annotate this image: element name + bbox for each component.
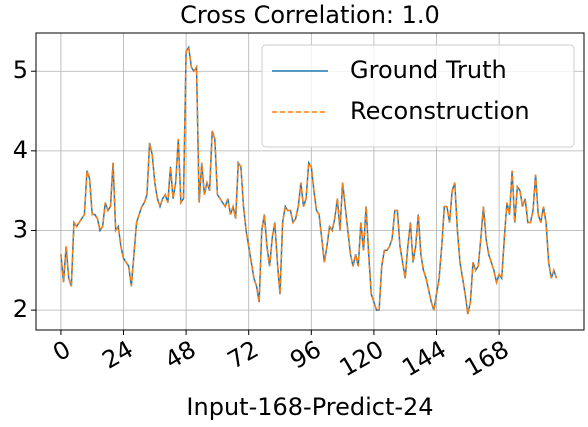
y-tick-label: 2 [13, 295, 28, 323]
plot-frame [35, 32, 585, 331]
x-axis-label: Input-168-Predict-24 [186, 393, 433, 421]
x-tick-label: 24 [98, 335, 138, 375]
legend-label: Ground Truth [350, 56, 507, 84]
legend-label: Reconstruction [350, 97, 530, 125]
x-tick-label: 144 [397, 335, 451, 382]
x-tick-label: 120 [335, 335, 389, 382]
x-tick-label: 96 [285, 335, 325, 375]
y-tick-label: 3 [13, 215, 28, 243]
x-tick-label: 72 [223, 335, 263, 375]
y-tick-label: 4 [13, 136, 28, 164]
legend: Ground Truth Reconstruction [261, 44, 575, 148]
x-tick-label: 0 [48, 335, 75, 367]
series-line [60, 45, 558, 315]
y-tick-label: 5 [13, 56, 28, 84]
x-tick-label: 168 [460, 335, 514, 382]
chart-title: Cross Correlation: 1.0 [180, 1, 440, 29]
x-tick-label: 48 [160, 335, 200, 375]
legend-frame [261, 44, 575, 148]
